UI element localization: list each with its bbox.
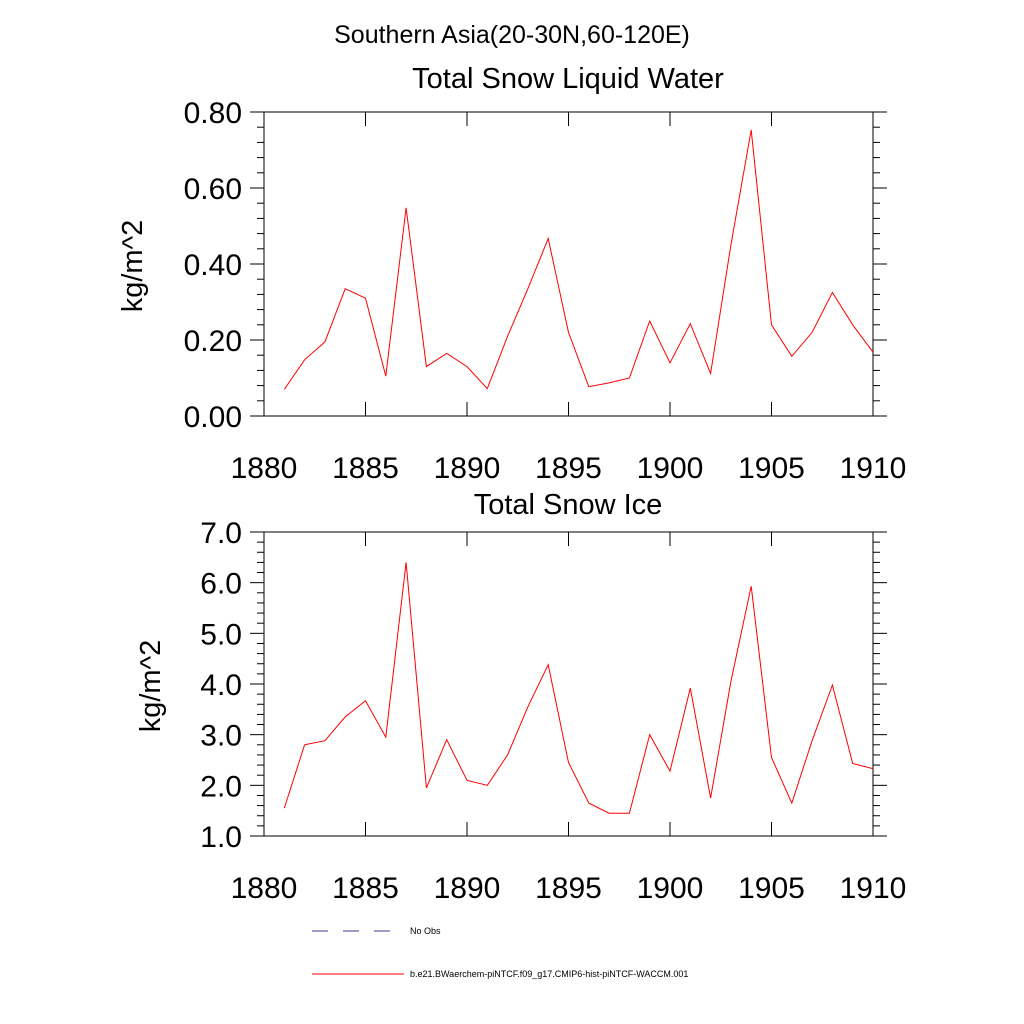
y-axis-label: kg/m^2 [135, 640, 167, 733]
y-tick-label: 1.0 [200, 821, 242, 854]
panel-total-snow-liquid-water: Total Snow Liquid Water kg/m^2 1880 1885 1… [117, 63, 906, 485]
y-tick-label: 5.0 [200, 618, 242, 651]
y-tick-label: 2.0 [200, 770, 242, 803]
legend-label-no-obs: No Obs [410, 926, 441, 936]
x-tick-label: 1900 [637, 872, 704, 905]
x-tick-label: 1890 [434, 452, 501, 485]
y-tick-label: 0.20 [184, 325, 242, 358]
y-tick-label: 6.0 [200, 568, 242, 601]
x-tick-label: 1910 [840, 872, 907, 905]
y-axis-label: kg/m^2 [117, 220, 149, 313]
series-line [283, 129, 874, 390]
figure-suptitle: Southern Asia(20-30N,60-120E) [334, 21, 690, 49]
plot-frame [263, 531, 874, 837]
x-tick-label: 1885 [332, 452, 399, 485]
series-line [283, 562, 874, 814]
x-tick-label: 1895 [535, 452, 602, 485]
x-tick-label: 1895 [535, 872, 602, 905]
panel-title: Total Snow Ice [474, 489, 663, 521]
x-tick-label: 1900 [637, 452, 704, 485]
x-tick-label: 1885 [332, 872, 399, 905]
y-tick-label: 0.80 [184, 97, 242, 130]
x-tick-label: 1905 [738, 452, 805, 485]
x-tick-label: 1890 [434, 872, 501, 905]
y-tick-label: 0.00 [184, 401, 242, 434]
x-tick-label: 1910 [840, 452, 907, 485]
y-tick-label: 3.0 [200, 720, 242, 753]
legend: No Obs b.e21.BWaerchem-piNTCF.f09_g17.CM… [312, 926, 688, 979]
panel-total-snow-ice: Total Snow Ice kg/m^2 1880 1885 1890 1895 19… [135, 489, 906, 905]
panel-title: Total Snow Liquid Water [412, 63, 724, 95]
legend-label-model-run: b.e21.BWaerchem-piNTCF.f09_g17.CMIP6-his… [410, 969, 688, 979]
plot-frame [263, 111, 874, 417]
y-tick-label: 7.0 [200, 517, 242, 550]
y-tick-label: 0.40 [184, 249, 242, 282]
x-tick-label: 1880 [231, 452, 298, 485]
x-tick-label: 1880 [231, 872, 298, 905]
y-tick-label: 0.60 [184, 173, 242, 206]
x-tick-label: 1905 [738, 872, 805, 905]
y-tick-label: 4.0 [200, 669, 242, 702]
